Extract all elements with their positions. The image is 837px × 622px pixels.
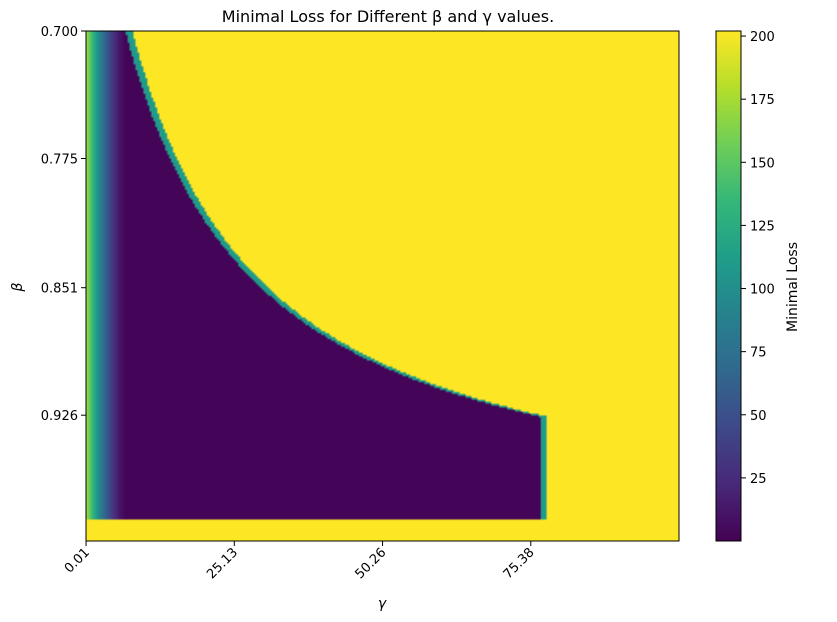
y-tick-label: 0.851 [41, 282, 78, 297]
x-tick-label: 50.26 [352, 545, 389, 582]
x-tick-label: 25.13 [204, 545, 241, 582]
colorbar-tick-label: 25 [750, 472, 767, 487]
colorbar: 25 50 75 100 125 150 175 200 Minimal Loss [715, 30, 801, 542]
x-tick-label: 75.38 [501, 545, 538, 582]
x-tick-label: 0.01 [62, 545, 93, 576]
colorbar-tick-label: 100 [750, 283, 775, 298]
colorbar-tick-label: 50 [750, 409, 767, 424]
x-axis: 0.01 25.13 50.26 75.38 [62, 541, 538, 582]
chart-title: Minimal Loss for Different β and γ value… [222, 7, 554, 26]
colorbar-ticks: 25 50 75 100 125 150 175 200 [741, 30, 775, 487]
colorbar-tick-label: 125 [750, 219, 775, 234]
colorbar-label: Minimal Loss [785, 242, 801, 332]
plot-area [85, 30, 680, 542]
y-tick-label: 0.775 [41, 153, 78, 168]
colorbar-tick-label: 175 [750, 93, 775, 108]
colorbar-tick-label: 150 [750, 156, 775, 171]
colorbar-tick-label: 200 [750, 30, 775, 45]
heatmap-image [86, 31, 679, 541]
colorbar-gradient [715, 30, 742, 542]
y-tick-label: 0.926 [41, 409, 78, 424]
y-axis-label: β [10, 282, 26, 292]
y-tick-label: 0.700 [41, 25, 78, 40]
y-axis: 0.700 0.775 0.851 0.926 [41, 25, 86, 424]
colorbar-tick-label: 75 [750, 346, 767, 361]
x-axis-label: γ [378, 596, 387, 612]
